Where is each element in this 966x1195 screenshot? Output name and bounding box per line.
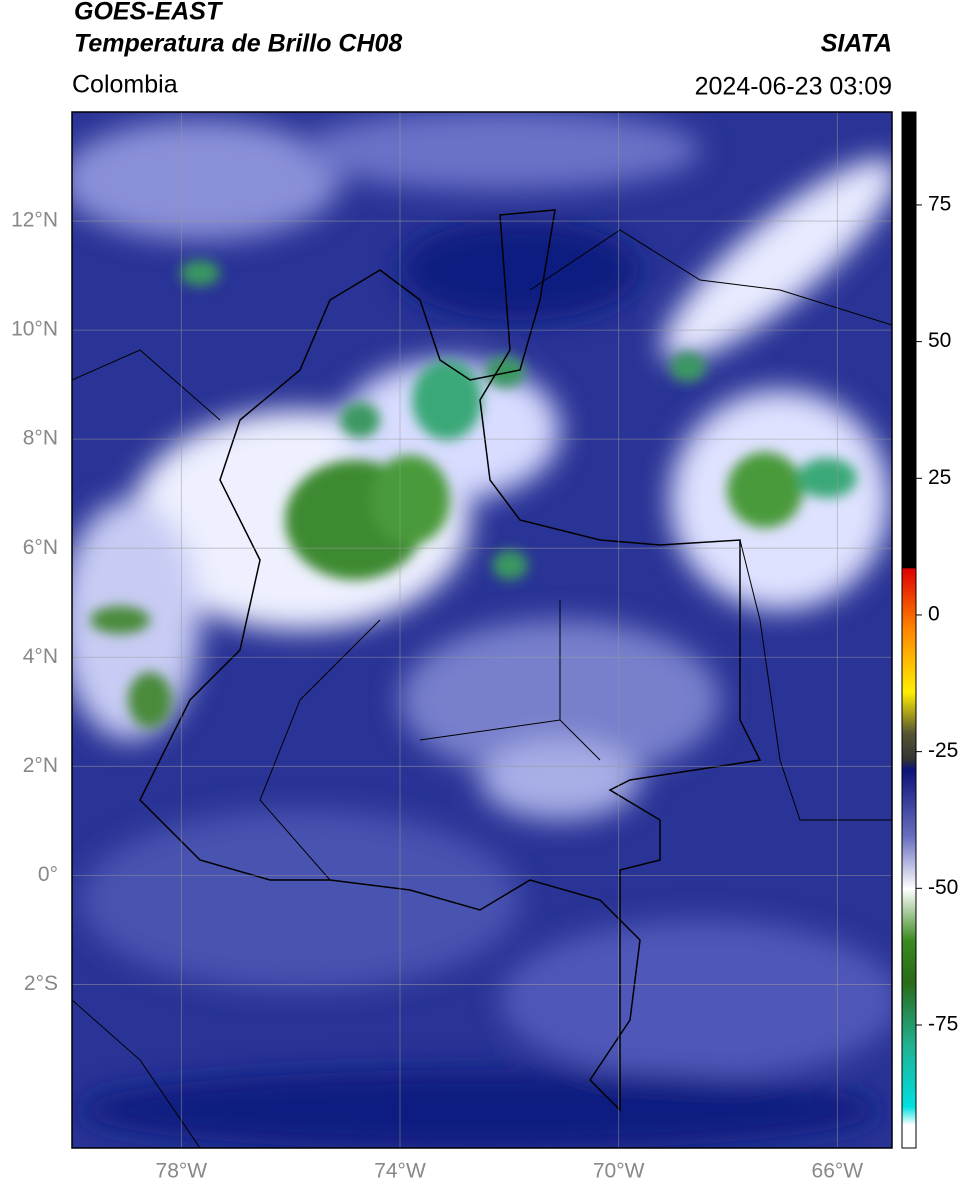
y-tick-label: 8°N — [23, 427, 58, 450]
y-tick-label: 2°S — [24, 972, 58, 995]
colorbar-tick-label: -50 — [928, 876, 958, 899]
satellite-image — [72, 112, 892, 1148]
colorbar — [901, 111, 917, 1149]
y-tick-label: 0° — [38, 863, 58, 886]
x-tick-label: 78°W — [156, 1160, 208, 1183]
colorbar-tick-label: 50 — [928, 329, 951, 352]
region: Colombia — [72, 71, 178, 99]
source: SIATA — [821, 30, 892, 58]
y-tick-label: 4°N — [23, 645, 58, 668]
datetime: 2024-06-23 03:09 — [695, 73, 892, 101]
colorbar-tick-label: 25 — [928, 466, 951, 489]
title-line1: GOES-EAST — [74, 0, 224, 26]
y-tick-label: 6°N — [23, 536, 58, 559]
x-tick-label: 74°W — [374, 1160, 426, 1183]
y-tick-label: 12°N — [11, 209, 58, 232]
colorbar-tick-label: -25 — [928, 739, 958, 762]
colorbar-tick-label: 0 — [928, 603, 940, 626]
x-tick-label: 66°W — [812, 1160, 864, 1183]
map-frame — [71, 111, 893, 1149]
colorbar-ticks: 75 50 25 0 -25 -50 -75 — [916, 192, 958, 1036]
colorbar-tick-label: -75 — [928, 1013, 958, 1036]
x-tick-label: 70°W — [593, 1160, 645, 1183]
y-tick-label: 2°N — [23, 754, 58, 777]
title-line2: Temperatura de Brillo CH08 — [74, 30, 402, 58]
y-tick-label: 10°N — [11, 318, 58, 341]
colorbar-tick-label: 75 — [928, 192, 951, 215]
graticule: 78°W 74°W 70°W 66°W 12°N 10°N 8°N 6°N 4°N 2°N 0° 2°… — [11, 112, 892, 1183]
